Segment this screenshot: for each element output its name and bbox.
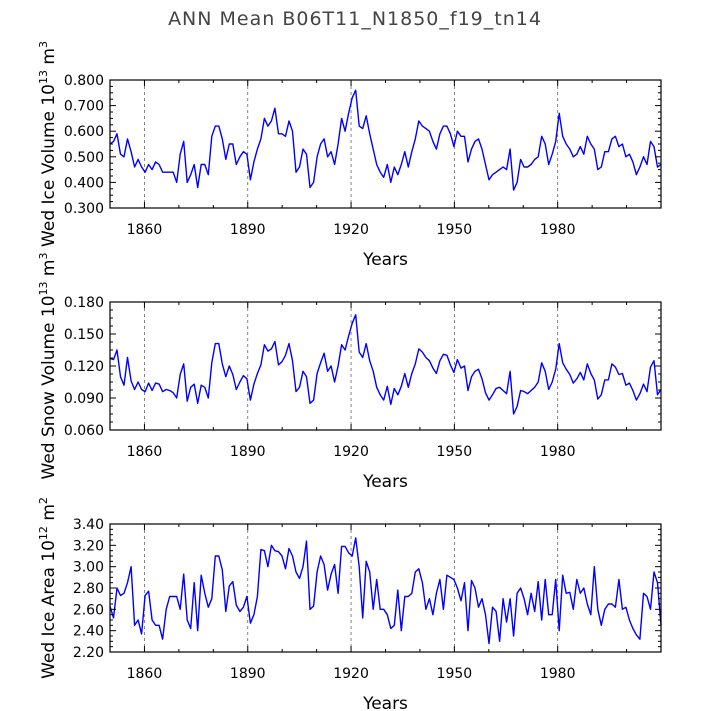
y-tick-label: 0.800	[64, 73, 104, 89]
y-tick-label: 0.060	[64, 423, 104, 439]
y-tick-label: 0.700	[64, 99, 104, 115]
y-tick-label: 0.150	[64, 327, 104, 343]
chart-panel-2: 1860 1890 1920 1950 1980 0.060 0.090 0.120 0.150…	[37, 253, 662, 492]
y-tick-label: 0.400	[64, 175, 104, 191]
series-line	[109, 89, 662, 191]
x-tick-label: 1980	[540, 444, 576, 460]
y-tick-label: 0.500	[64, 150, 104, 166]
x-tick-label: 1920	[333, 222, 369, 238]
series-line	[109, 537, 662, 645]
x-tick-label: 1980	[540, 222, 576, 238]
x-tick-label: 1860	[127, 444, 163, 460]
chart-title: ANN Mean B06T11_N1850_f19_tn14	[168, 8, 542, 30]
x-tick-label: 1980	[540, 666, 576, 682]
y-tick-label: 0.600	[64, 124, 104, 140]
x-tick-label: 1890	[230, 222, 266, 238]
y-tick-label: 2.20	[73, 645, 104, 661]
y-tick-label: 2.60	[73, 602, 104, 618]
y-axis-title: Wed Ice Area 1012 m2	[37, 497, 59, 679]
x-tick-label: 1950	[437, 444, 473, 460]
y-tick-label: 3.20	[73, 538, 104, 554]
y-tick-label: 3.40	[73, 517, 104, 533]
x-axis-title: Years	[362, 472, 408, 492]
y-axis-title: Wed Snow Volume 1013 m3	[37, 253, 59, 480]
x-axis-title: Years	[362, 694, 408, 711]
y-tick-label: 0.090	[64, 391, 104, 407]
x-axis-title: Years	[362, 250, 408, 270]
x-tick-label: 1920	[333, 666, 369, 682]
chart-panel-3: 1860 1890 1920 1950 1980 2.20 2.40 2.60 2.80 3.00…	[37, 497, 662, 711]
x-tick-label: 1920	[333, 444, 369, 460]
y-axis-title: Wed Ice Volume 1013 m3	[37, 41, 59, 247]
y-tick-label: 0.300	[64, 201, 104, 217]
x-tick-label: 1950	[437, 666, 473, 682]
plot-frame	[109, 79, 662, 209]
y-tick-label: 0.180	[64, 295, 104, 311]
series-line	[109, 314, 662, 415]
plot-frame	[109, 301, 662, 431]
x-tick-label: 1950	[437, 222, 473, 238]
chart-panel-1: 1860 1890 1920 1950 1980 0.300 0.400 0.500 0.600…	[37, 41, 662, 270]
x-tick-label: 1860	[127, 222, 163, 238]
y-tick-label: 0.120	[64, 359, 104, 375]
y-tick-label: 2.40	[73, 624, 104, 640]
x-tick-label: 1890	[230, 666, 266, 682]
y-tick-label: 2.80	[73, 581, 104, 597]
x-tick-label: 1860	[127, 666, 163, 682]
y-tick-label: 3.00	[73, 560, 104, 576]
x-tick-label: 1890	[230, 444, 266, 460]
